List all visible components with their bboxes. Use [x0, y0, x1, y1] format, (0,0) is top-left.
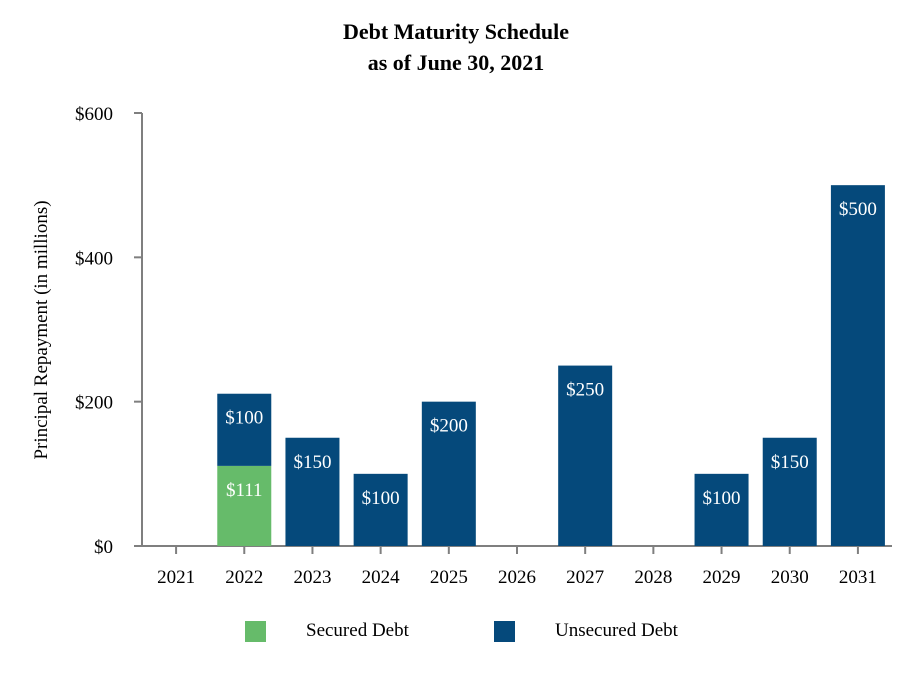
y-tick-label: $400 — [75, 248, 113, 269]
bar-unsecured-2030 — [762, 437, 817, 546]
chart-title: Debt Maturity Schedule — [342, 19, 570, 44]
legend-swatch-secured — [245, 620, 266, 642]
data-label: $150 — [293, 452, 331, 473]
bar-unsecured-2025 — [421, 401, 476, 546]
data-label: $100 — [225, 408, 263, 429]
x-tick-label: 2024 — [362, 567, 401, 588]
x-tick-label: 2027 — [566, 567, 604, 588]
bar-unsecured-2027 — [558, 365, 613, 546]
y-tick-label: $200 — [75, 393, 113, 414]
axes: $0 $200 $400 $600 2021 2022 2023 2024 2025 2026 20… — [75, 104, 892, 588]
x-tick-label: 2022 — [225, 567, 263, 588]
bar-unsecured-2031 — [830, 185, 885, 546]
bars: $111 $100 $150 $100 $200 $250 $100 $150 $500 — [217, 185, 885, 546]
x-tick-label: 2025 — [430, 567, 468, 588]
x-tick-label: 2023 — [293, 567, 331, 588]
bar-unsecured-2029 — [694, 473, 749, 546]
data-label: $111 — [226, 480, 263, 501]
x-tick-label: 2030 — [771, 567, 809, 588]
bar-unsecured-2024 — [353, 473, 408, 546]
legend: Secured Debt Unsecured Debt — [0, 620, 912, 650]
y-axis-label: Principal Repayment (in millions) — [31, 200, 52, 459]
data-label: $250 — [566, 380, 604, 401]
x-tick-label: 2026 — [498, 567, 536, 588]
bar-unsecured-2023 — [285, 437, 340, 546]
chart-subtitle: as of June 30, 2021 — [367, 50, 545, 75]
y-tick-label: $600 — [75, 104, 113, 125]
legend-swatch-unsecured — [494, 620, 515, 642]
data-label: $200 — [430, 416, 468, 437]
data-label: $500 — [839, 199, 877, 220]
bar-secured-2022 — [217, 465, 272, 546]
legend-label-secured: Secured Debt — [306, 620, 409, 641]
x-tick-label: 2029 — [703, 567, 741, 588]
x-tick-label: 2028 — [634, 567, 672, 588]
legend-item-secured: Secured Debt — [245, 620, 409, 642]
y-tick-label: $0 — [94, 537, 113, 558]
bar-unsecured-2022 — [217, 393, 272, 466]
legend-item-unsecured: Unsecured Debt — [494, 620, 678, 642]
data-label: $100 — [703, 488, 741, 509]
data-label: $150 — [771, 452, 809, 473]
data-label: $100 — [362, 488, 400, 509]
legend-label-unsecured: Unsecured Debt — [555, 620, 678, 641]
x-tick-label: 2031 — [839, 567, 877, 588]
chart-title-block: Debt Maturity Schedule as of June 30, 20… — [0, 16, 912, 78]
x-tick-label: 2021 — [157, 567, 195, 588]
